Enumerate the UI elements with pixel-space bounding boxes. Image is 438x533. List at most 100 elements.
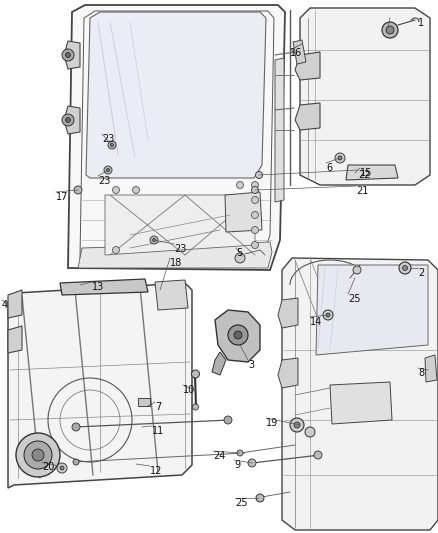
Text: 14: 14 bbox=[310, 317, 322, 327]
Text: 17: 17 bbox=[56, 192, 68, 202]
Circle shape bbox=[62, 49, 74, 61]
Circle shape bbox=[73, 459, 79, 465]
Circle shape bbox=[104, 166, 112, 174]
Circle shape bbox=[106, 168, 110, 172]
Circle shape bbox=[152, 238, 155, 241]
Polygon shape bbox=[60, 279, 148, 295]
Circle shape bbox=[72, 423, 80, 431]
Polygon shape bbox=[215, 310, 260, 362]
Polygon shape bbox=[86, 12, 266, 178]
Text: 16: 16 bbox=[290, 48, 302, 58]
Polygon shape bbox=[64, 41, 80, 69]
Circle shape bbox=[335, 153, 345, 163]
Circle shape bbox=[66, 117, 71, 123]
Polygon shape bbox=[330, 382, 392, 424]
Polygon shape bbox=[68, 5, 285, 270]
Text: 23: 23 bbox=[174, 244, 187, 254]
Polygon shape bbox=[225, 192, 262, 232]
Polygon shape bbox=[278, 298, 298, 328]
Polygon shape bbox=[105, 195, 255, 255]
Text: 15: 15 bbox=[360, 168, 372, 178]
Text: 9: 9 bbox=[234, 460, 240, 470]
Circle shape bbox=[305, 427, 315, 437]
Text: 12: 12 bbox=[150, 466, 162, 476]
Text: 23: 23 bbox=[102, 134, 114, 144]
Circle shape bbox=[237, 182, 244, 189]
Circle shape bbox=[24, 441, 52, 469]
Circle shape bbox=[251, 197, 258, 204]
Polygon shape bbox=[8, 283, 192, 488]
Text: 21: 21 bbox=[356, 186, 368, 196]
Text: 2: 2 bbox=[418, 268, 424, 278]
Circle shape bbox=[192, 404, 198, 410]
Circle shape bbox=[113, 187, 120, 193]
Circle shape bbox=[255, 172, 262, 179]
Text: 6: 6 bbox=[326, 163, 332, 173]
Circle shape bbox=[108, 141, 116, 149]
Polygon shape bbox=[278, 358, 298, 388]
Polygon shape bbox=[295, 103, 320, 130]
Text: 18: 18 bbox=[170, 258, 182, 268]
Text: 3: 3 bbox=[248, 360, 254, 370]
Text: 7: 7 bbox=[155, 402, 161, 412]
Circle shape bbox=[74, 186, 82, 194]
Polygon shape bbox=[295, 52, 320, 80]
Polygon shape bbox=[275, 58, 284, 202]
Circle shape bbox=[234, 331, 242, 339]
Text: 13: 13 bbox=[92, 282, 104, 292]
Text: 4: 4 bbox=[2, 300, 8, 310]
Circle shape bbox=[110, 143, 113, 147]
Circle shape bbox=[403, 265, 407, 271]
Circle shape bbox=[251, 182, 258, 189]
Text: 22: 22 bbox=[358, 170, 371, 180]
Circle shape bbox=[32, 449, 44, 461]
Text: 11: 11 bbox=[152, 426, 164, 436]
Circle shape bbox=[353, 266, 361, 274]
Polygon shape bbox=[282, 258, 438, 530]
Polygon shape bbox=[316, 265, 428, 355]
Circle shape bbox=[294, 422, 300, 428]
Polygon shape bbox=[8, 290, 22, 318]
Circle shape bbox=[235, 253, 245, 263]
Text: 24: 24 bbox=[213, 451, 226, 461]
Text: 19: 19 bbox=[266, 418, 278, 428]
Circle shape bbox=[382, 22, 398, 38]
Circle shape bbox=[133, 187, 139, 193]
Polygon shape bbox=[425, 355, 437, 382]
Circle shape bbox=[251, 187, 258, 193]
Circle shape bbox=[290, 418, 304, 432]
Text: 1: 1 bbox=[418, 18, 424, 28]
Polygon shape bbox=[293, 40, 306, 64]
Text: 25: 25 bbox=[348, 294, 360, 304]
Circle shape bbox=[256, 494, 264, 502]
Circle shape bbox=[113, 246, 120, 254]
Polygon shape bbox=[8, 326, 22, 353]
Circle shape bbox=[399, 262, 411, 274]
Circle shape bbox=[251, 227, 258, 233]
Circle shape bbox=[248, 459, 256, 467]
Polygon shape bbox=[346, 165, 398, 180]
Circle shape bbox=[66, 52, 71, 58]
Circle shape bbox=[224, 416, 232, 424]
Circle shape bbox=[62, 114, 74, 126]
Circle shape bbox=[237, 450, 243, 456]
Circle shape bbox=[57, 463, 67, 473]
Circle shape bbox=[251, 241, 258, 248]
Circle shape bbox=[338, 156, 342, 160]
Circle shape bbox=[323, 310, 333, 320]
Text: 8: 8 bbox=[418, 368, 424, 378]
Text: 23: 23 bbox=[98, 176, 110, 186]
Polygon shape bbox=[300, 8, 430, 185]
Polygon shape bbox=[155, 280, 188, 310]
Polygon shape bbox=[212, 352, 226, 375]
Text: 10: 10 bbox=[183, 385, 195, 395]
Text: 25: 25 bbox=[235, 498, 247, 508]
Circle shape bbox=[228, 325, 248, 345]
Circle shape bbox=[150, 236, 158, 244]
Circle shape bbox=[251, 212, 258, 219]
Bar bbox=[138, 398, 150, 406]
Circle shape bbox=[386, 26, 394, 34]
Circle shape bbox=[314, 451, 322, 459]
Circle shape bbox=[191, 370, 199, 378]
Text: 5: 5 bbox=[236, 248, 242, 258]
